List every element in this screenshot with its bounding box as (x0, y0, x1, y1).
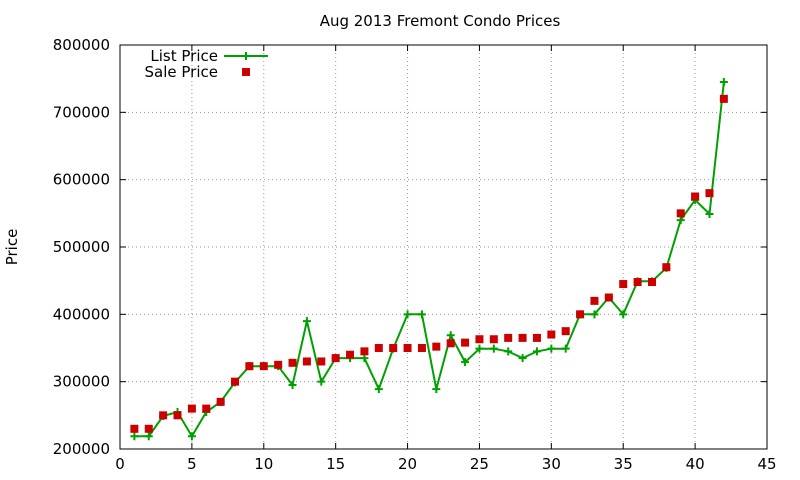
sale-price-point (662, 263, 671, 272)
list-price-point (130, 432, 139, 441)
list-price-point (532, 347, 541, 356)
sale-price-point (403, 344, 412, 352)
list-price-point (317, 377, 326, 386)
grid (120, 45, 767, 449)
list-price-point (144, 432, 153, 441)
list-price-point (288, 381, 297, 390)
list-price-point (302, 317, 311, 326)
sale-price-point (317, 357, 326, 366)
sale-price-point (231, 377, 240, 386)
y-tick-label: 200000 (53, 440, 110, 458)
sale-price-point (576, 310, 585, 319)
sale-price-point (461, 338, 470, 347)
sale-price-point (144, 424, 153, 433)
list-price-line (134, 81, 725, 439)
legend-marker-sale-price (242, 68, 250, 76)
sale-price-point (705, 189, 714, 198)
sale-price-point (475, 335, 484, 344)
list-price-point (403, 310, 412, 319)
sale-price-point (547, 330, 556, 339)
sale-price-point (245, 362, 254, 371)
sale-price-point (374, 344, 383, 352)
legend-marker-list-price (242, 52, 250, 60)
sale-price-point (346, 350, 355, 359)
list-price-point (489, 344, 498, 353)
list-price-point (432, 385, 441, 394)
chart-title: Aug 2013 Fremont Condo Prices (320, 12, 561, 30)
sale-price-point (518, 333, 527, 342)
x-tick-label: 30 (542, 455, 561, 473)
list-price-point (475, 344, 484, 353)
x-tick-label: 5 (187, 455, 197, 473)
x-tick-label: 35 (614, 455, 633, 473)
list-price-point (705, 210, 714, 219)
sale-price-point (590, 296, 599, 305)
x-tick-label: 10 (254, 455, 273, 473)
sale-price-point (202, 404, 211, 413)
legend-label-sale-price: Sale Price (145, 63, 218, 81)
list-price-point (676, 216, 685, 225)
sale-price-point (216, 397, 225, 406)
list-price-point (719, 78, 728, 87)
y-tick-label: 600000 (53, 171, 110, 189)
y-tick-label: 700000 (53, 103, 110, 121)
x-tick-label: 15 (326, 455, 345, 473)
axis-ticks: 0 5 10 15 20 25 30 35 40 45 200000 300000 400000 5000… (53, 36, 777, 473)
sale-price-point (187, 404, 196, 413)
list-price-point (504, 347, 513, 356)
y-axis-label: Price (3, 229, 21, 266)
y-tick-label: 300000 (53, 373, 110, 391)
series-layer (130, 78, 728, 441)
x-tick-label: 25 (470, 455, 489, 473)
list-price-point (446, 331, 455, 340)
list-price-point (461, 358, 470, 367)
sale-price-point (302, 357, 311, 366)
x-tick-label: 40 (686, 455, 705, 473)
sale-price-point (633, 278, 642, 287)
sale-price-point (647, 278, 656, 287)
sale-price-point (432, 342, 441, 351)
sale-price-point (389, 344, 398, 352)
x-tick-label: 0 (115, 455, 125, 473)
y-tick-label: 500000 (53, 238, 110, 256)
sale-price-point (604, 293, 613, 302)
x-tick-label: 45 (757, 455, 776, 473)
list-price-point (590, 310, 599, 319)
sale-price-point (719, 94, 728, 103)
sale-price-point (288, 358, 297, 367)
sale-price-point (417, 344, 426, 352)
sale-price-point (489, 335, 498, 344)
sale-price-point (532, 333, 541, 342)
sale-price-point (360, 347, 369, 356)
y-tick-label: 400000 (53, 305, 110, 323)
list-price-point (360, 354, 369, 363)
list-price-point (187, 432, 196, 441)
sale-price-point (331, 354, 340, 363)
sale-price-point (274, 360, 283, 369)
sale-price-point (691, 192, 700, 201)
sale-price-point (159, 411, 168, 420)
x-tick-label: 20 (398, 455, 417, 473)
plot-frame (119, 44, 768, 450)
sale-price-point (619, 280, 628, 289)
legend-label-list-price: List Price (150, 47, 218, 65)
list-price-point (417, 310, 426, 319)
list-price-point (619, 310, 628, 319)
list-price-point (518, 354, 527, 363)
sale-price-point (561, 327, 570, 336)
sale-price-point (259, 362, 268, 371)
list-price-point (547, 344, 556, 353)
list-price-point (374, 385, 383, 394)
list-price-point (561, 344, 570, 353)
y-tick-label: 800000 (53, 36, 110, 54)
sale-price-point (130, 424, 139, 433)
sale-price-point (446, 339, 455, 348)
sale-price-point (504, 333, 513, 342)
sale-price-point (173, 411, 182, 420)
sale-price-point (676, 209, 685, 218)
